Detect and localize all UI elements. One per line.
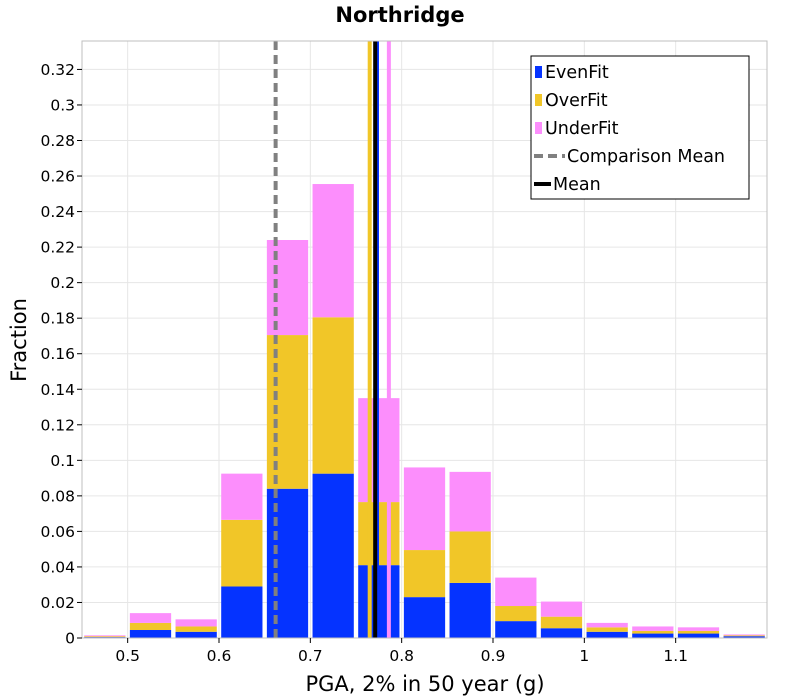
bar-overfit [266,335,309,489]
bar-underfit [540,601,583,617]
bar-evenfit [266,488,309,638]
y-tick-label: 0.16 [40,345,75,363]
bar-overfit [403,550,446,598]
y-axis-label: Fraction [7,298,31,382]
mean-lines [273,41,391,638]
y-tick-label: 0.32 [40,61,75,79]
bar-evenfit [312,473,354,638]
bar-underfit [449,471,491,532]
legend-swatch-overfit [535,94,542,106]
bar-evenfit [495,621,537,638]
bar-underfit [723,634,765,636]
y-tick-label: 0 [65,630,75,648]
y-tick-label: 0.22 [40,239,75,257]
legend-label: EvenFit [545,63,609,83]
bar-evenfit [540,628,583,638]
bar-overfit [540,616,583,629]
legend-box [530,55,750,200]
y-tick-label: 0.28 [40,132,75,150]
bar-evenfit [129,630,172,638]
plot-area-frame [81,40,768,639]
bar-overfit [586,627,628,632]
legend-swatch-underfit [535,122,542,134]
x-tick-label: 0.5 [115,647,140,665]
x-axis-ticks: 0.5 0.6 0.7 0.8 0.9 1 1.1 [115,638,688,665]
bar-overfit [129,622,172,631]
y-tick-label: 0.06 [40,523,75,541]
bar-underfit [175,619,217,627]
bar-underfit [312,184,354,318]
bar-overfit [632,630,674,634]
bar-overfit [221,519,263,587]
stacked-bars [84,184,765,638]
y-tick-label: 0.12 [40,416,75,434]
bar-underfit [266,240,309,336]
x-axis-label: PGA, 2% in 50 year (g) [305,672,544,696]
bar-underfit [632,626,674,631]
bar-underfit [495,577,537,607]
y-tick-label: 0.08 [40,487,75,505]
x-tick-label: 0.6 [207,647,232,665]
y-tick-label: 0.02 [40,594,75,612]
bar-underfit [129,613,172,623]
y-tick-label: 0.1 [50,452,75,470]
bar-evenfit [586,631,628,638]
bar-overfit [677,630,720,634]
y-tick-label: 0.2 [50,274,75,292]
y-tick-label: 0.18 [40,310,75,328]
bar-underfit [677,627,720,631]
y-tick-label: 0.3 [50,96,75,114]
x-tick-label: 1.1 [663,647,688,665]
legend-label: OverFit [545,91,608,111]
chart-title: Northridge [335,3,464,27]
bar-overfit [449,531,491,583]
bar-overfit [312,317,354,474]
bar-overfit [723,635,765,637]
y-tick-label: 0.14 [40,381,75,399]
bar-overfit [175,626,217,632]
bar-evenfit [677,633,720,638]
bar-overfit [84,636,126,638]
bar-evenfit [403,597,446,638]
y-axis-ticks: 0 0.02 0.04 0.06 0.08 0.1 0.12 0.14 0.16 0.18 0.2 0… [40,61,82,648]
bar-evenfit [449,582,491,638]
bar-underfit [221,473,263,520]
bar-evenfit [632,633,674,638]
x-tick-label: 1 [579,647,589,665]
legend-swatch-evenfit [535,66,542,78]
legend-label: UnderFit [545,119,619,139]
bar-underfit [84,635,126,637]
bar-evenfit [221,586,263,638]
bar-underfit [403,467,446,551]
legend-label: Mean [553,175,601,195]
bar-evenfit [723,636,765,638]
y-tick-label: 0.24 [40,203,75,221]
x-tick-label: 0.7 [298,647,323,665]
legend-label: Comparison Mean [567,147,725,167]
y-tick-label: 0.26 [40,168,75,186]
x-tick-label: 0.8 [389,647,414,665]
legend: EvenFit OverFit UnderFit Comparison Mean Mea… [530,55,750,200]
y-tick-label: 0.04 [40,558,75,576]
bar-underfit [586,622,628,628]
bar-evenfit [175,631,217,638]
x-tick-label: 0.9 [481,647,506,665]
bar-overfit [495,606,537,622]
